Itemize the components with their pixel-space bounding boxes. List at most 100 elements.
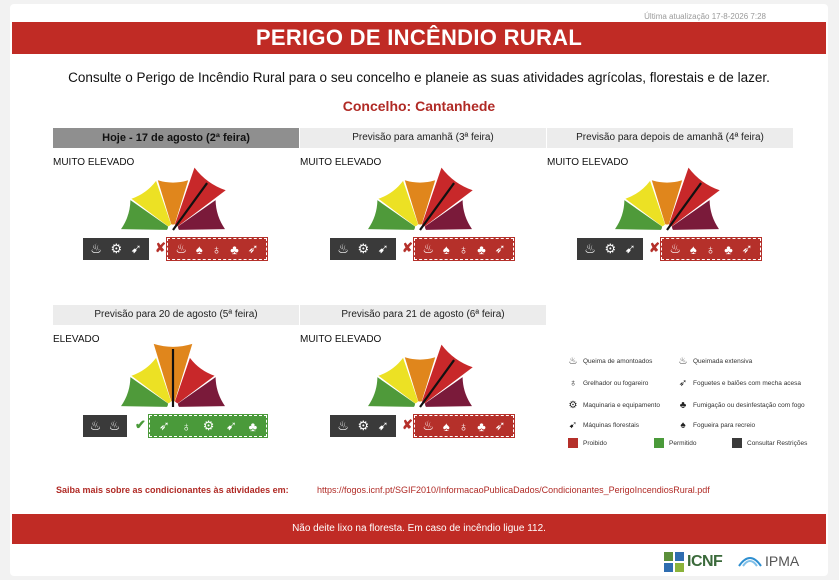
machinery-icon: ⚙	[357, 241, 370, 256]
ipma-logo-icon	[738, 557, 762, 567]
campfire-icon: ♠	[195, 241, 203, 257]
flame-pile-icon: ♨	[337, 241, 349, 256]
prohibited-mark-icon: ✘	[649, 240, 660, 255]
flame-pile-icon: ♨	[584, 241, 596, 256]
restricted-activities: ♨ ♨	[83, 415, 127, 437]
chainsaw-icon: ➹	[377, 241, 389, 256]
page-title: PERIGO DE INCÊNDIO RURAL	[12, 22, 826, 54]
permitted-swatch	[654, 438, 664, 448]
machinery-icon: ⚙	[568, 400, 578, 411]
grill-icon: ♁	[458, 418, 469, 434]
icnf-logo[interactable]: ICNF	[664, 552, 723, 572]
rocket-icon: ➶	[494, 241, 506, 256]
gauge-segment	[121, 377, 169, 407]
panel-title: Hoje - 17 de agosto (2ª feira)	[53, 128, 299, 148]
wide-burn-icon: ♨	[89, 418, 102, 433]
legend-item: ♠ Fogueira para recreio	[678, 420, 755, 431]
danger-gauge	[615, 167, 720, 231]
activity-icons-row: ♨ ⚙ ➹ ✘ ♨ ♠ ♁ ♣ ➶	[577, 237, 762, 261]
gauge-needle	[419, 182, 455, 231]
legend-item: ♨ Queima de amontoados	[568, 356, 653, 367]
gauge-segment	[157, 180, 189, 225]
danger-level-label: MUITO ELEVADO	[547, 157, 629, 168]
icnf-logo-text: ICNF	[687, 553, 723, 570]
prohibited-swatch	[568, 438, 578, 448]
flame-pile-icon: ♨	[90, 241, 102, 256]
flame-pile-icon: ♨	[337, 418, 349, 433]
campfire-icon: ♠	[680, 420, 686, 431]
legend-item: ➶ Foguetes e balões com mecha acesa	[678, 378, 802, 389]
rocket-icon: ➶	[247, 241, 259, 256]
flame-pile-icon: ♨	[568, 356, 578, 367]
panel-title: Previsão para amanhã (3ª feira)	[300, 128, 546, 148]
prohibited-mark-icon: ✘	[402, 417, 413, 432]
wide-burn-icon: ♨	[678, 356, 688, 367]
restricted-activities: ♨ ⚙ ➹	[330, 238, 396, 260]
rocket-icon: ➶	[741, 241, 753, 256]
danger-gauge	[368, 344, 473, 408]
gauge-segment	[671, 200, 719, 230]
danger-gauge	[121, 167, 226, 231]
wide-burn-icon: ♨	[669, 241, 682, 256]
rocket-icon: ➶	[158, 418, 170, 433]
campfire-icon: ♠	[442, 418, 450, 434]
campfire-icon: ♠	[442, 241, 450, 257]
restrictions-swatch	[732, 438, 742, 448]
gauge-segment	[615, 200, 663, 230]
smoker-icon: ♣	[724, 241, 733, 257]
gauge-segment	[404, 180, 436, 225]
grill-icon: ♁	[569, 378, 577, 389]
restricted-activities: ♨ ⚙ ➹	[577, 238, 643, 260]
ipma-logo[interactable]: IPMA	[738, 553, 799, 569]
prohibited-mark-icon: ✘	[155, 240, 166, 255]
smoker-icon: ♣	[679, 400, 687, 411]
chainsaw-icon: ➹	[377, 418, 389, 433]
grill-icon: ♁	[458, 241, 469, 257]
page-container: Última atualização 17-8-2026 7:28 PERIGO…	[10, 4, 828, 576]
smoker-icon: ♣	[248, 418, 258, 434]
prohibited-activities: ♨ ♠ ♁ ♣ ➶	[166, 237, 268, 261]
grill-icon: ♁	[705, 241, 716, 257]
gauge-segment	[177, 377, 225, 407]
legend-status-prohibited: Proibido	[568, 438, 607, 448]
footer-bar: Não deite lixo na floresta. Em caso de i…	[12, 514, 826, 544]
danger-level-label: MUITO ELEVADO	[300, 157, 382, 168]
intro-text: Consulte o Perigo de Incêndio Rural para…	[68, 70, 770, 85]
machinery-icon: ⚙	[202, 418, 215, 433]
panel-title: Previsão para depois de amanhã (4ª feira…	[547, 128, 793, 148]
chainsaw-icon: ➹	[130, 241, 142, 256]
panel-title: Previsão para 21 de agosto (6ª feira)	[300, 305, 546, 325]
prohibited-activities: ♨ ♠ ♁ ♣ ➶	[660, 237, 762, 261]
gauge-segment	[121, 200, 169, 230]
smoker-icon: ♣	[230, 241, 239, 257]
prohibited-mark-icon: ✘	[402, 240, 413, 255]
gauge-needle	[419, 359, 455, 408]
gauge-segment	[378, 180, 419, 227]
gauge-segment	[174, 357, 215, 404]
gauge-segment	[131, 180, 172, 227]
rocket-icon: ➶	[494, 418, 506, 433]
danger-level-label: MUITO ELEVADO	[300, 334, 382, 345]
conditions-link[interactable]: https://fogos.icnf.pt/SGIF2010/Informaca…	[317, 485, 710, 495]
more-info-label: Saiba mais sobre as condicionantes às at…	[56, 485, 289, 495]
activity-icons-row: ♨ ♨ ✔ ➶ ♁ ⚙ ➹ ♣	[83, 414, 268, 438]
panel-title: Previsão para 20 de agosto (5ª feira)	[53, 305, 299, 325]
restricted-activities: ♨ ⚙ ➹	[330, 415, 396, 437]
wide-burn-icon: ♨	[422, 241, 435, 256]
legend: ♨ Queima de amontoados ♨ Queimada extensiv…	[566, 356, 826, 456]
gauge-segment	[424, 377, 472, 407]
legend-item: ➹ Máquinas florestais	[568, 420, 639, 431]
gauge-segment	[368, 200, 416, 230]
gauge-segment	[404, 357, 436, 402]
legend-status-restrictions: Consultar Restrições	[732, 438, 807, 448]
machinery-icon: ⚙	[604, 241, 617, 256]
prohibited-activities: ♨ ♠ ♁ ♣ ➶	[413, 237, 515, 261]
forecast-panel: Previsão para 20 de agosto (5ª feira) ELE…	[53, 305, 299, 455]
smoker-icon: ♣	[477, 418, 486, 434]
activity-icons-row: ♨ ⚙ ➹ ✘ ♨ ♠ ♁ ♣ ➶	[330, 414, 515, 438]
activity-icons-row: ♨ ⚙ ➹ ✘ ♨ ♠ ♁ ♣ ➶	[330, 237, 515, 261]
forecast-panel: Previsão para depois de amanhã (4ª feira…	[547, 128, 793, 278]
legend-item: ♨ Queimada extensiva	[678, 356, 753, 367]
permitted-mark-icon: ✔	[135, 417, 146, 432]
danger-gauge	[368, 167, 473, 231]
